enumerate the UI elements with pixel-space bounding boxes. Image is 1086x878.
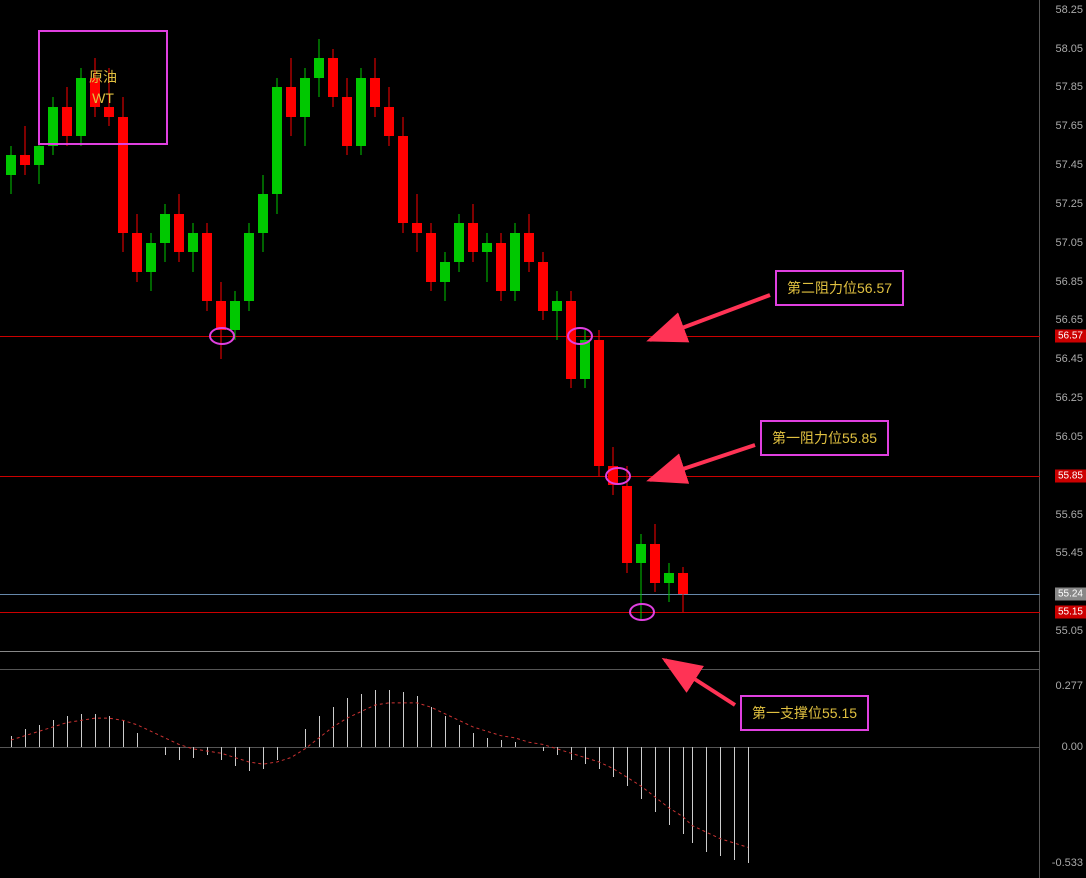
y-axis-label: 56.25: [1055, 392, 1083, 404]
price-tag: 56.57: [1055, 329, 1086, 342]
y-axis-label: 56.05: [1055, 431, 1083, 443]
horizontal-line: [0, 612, 1040, 613]
indicator-panel[interactable]: [0, 670, 1040, 878]
horizontal-line: [0, 594, 1040, 595]
annotation-label: 第一阻力位55.85: [760, 420, 889, 456]
y-axis-label: 57.65: [1055, 120, 1083, 132]
y-axis-label: 57.45: [1055, 159, 1083, 171]
indicator-y-label: 0.277: [1055, 680, 1083, 692]
y-axis-label: 57.05: [1055, 237, 1083, 249]
y-axis-label: 58.05: [1055, 43, 1083, 55]
annotation-label: 第一支撑位55.15: [740, 695, 869, 731]
title-line2: WT: [92, 88, 114, 109]
price-tag: 55.15: [1055, 605, 1086, 618]
y-axis-label: 56.65: [1055, 314, 1083, 326]
title-annotation-box: 原油 WT: [38, 30, 168, 145]
horizontal-line: [0, 336, 1040, 337]
y-axis-label: 56.85: [1055, 276, 1083, 288]
horizontal-line: [0, 651, 1040, 652]
title-line1: 原油: [89, 67, 117, 88]
horizontal-line: [0, 476, 1040, 477]
y-axis-label: 57.85: [1055, 81, 1083, 93]
y-axis-label: 56.45: [1055, 353, 1083, 365]
circle-marker: [567, 327, 593, 345]
y-axis: 58.25 58.05 57.85 57.65 57.45 57.25 57.05 56.85…: [1040, 0, 1086, 878]
y-axis-label: 58.25: [1055, 4, 1083, 16]
y-axis-label: 57.25: [1055, 198, 1083, 210]
price-tag: 55.24: [1055, 588, 1086, 601]
circle-marker: [209, 327, 235, 345]
circle-marker: [629, 603, 655, 621]
y-axis-label: 55.45: [1055, 547, 1083, 559]
indicator-y-label: 0.00: [1062, 741, 1083, 753]
y-axis-label: 55.05: [1055, 625, 1083, 637]
circle-marker: [605, 467, 631, 485]
annotation-label: 第二阻力位56.57: [775, 270, 904, 306]
signal-line: [0, 670, 1040, 878]
y-axis-label: 55.65: [1055, 509, 1083, 521]
price-tag: 55.85: [1055, 469, 1086, 482]
indicator-y-label: -0.533: [1052, 857, 1083, 869]
